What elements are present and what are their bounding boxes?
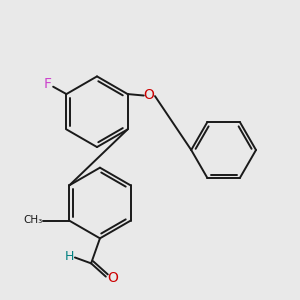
Text: O: O	[107, 271, 118, 285]
Text: O: O	[144, 88, 154, 102]
Text: F: F	[43, 77, 51, 91]
Text: CH₃: CH₃	[24, 215, 43, 225]
Text: H: H	[65, 250, 74, 262]
